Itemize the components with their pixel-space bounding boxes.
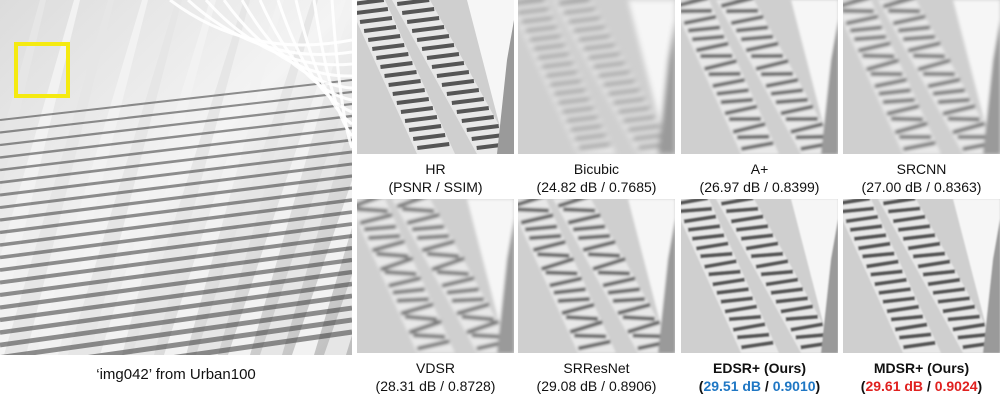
label-vdsr: VDSR (28.31 dB / 0.8728) [357, 359, 514, 395]
method-name: Bicubic [573, 161, 620, 177]
psnr-value: 29.51 dB [703, 378, 762, 394]
crop-bicubic [518, 0, 675, 154]
method-name: A+ [750, 161, 769, 177]
label-mdsr: MDSR+ (Ours) (29.61 dB / 0.9024) [843, 359, 1000, 395]
crop-vdsr [357, 199, 514, 353]
main-building-image [0, 0, 352, 355]
crop-srcnn [843, 0, 1000, 154]
metric-values: (29.51 dB / 0.9010) [698, 378, 821, 394]
main-image-caption: ‘img042’ from Urban100 [96, 366, 256, 383]
psnr-value: 29.61 dB [865, 378, 924, 394]
crop-edsr [681, 199, 838, 353]
label-bicubic: Bicubic (24.82 dB / 0.7685) [518, 160, 675, 196]
ssim-value: 0.9010 [772, 378, 816, 394]
method-name: HR [425, 161, 446, 177]
metric-values: (29.61 dB / 0.9024) [860, 378, 983, 394]
metric-legend: (PSNR / SSIM) [388, 179, 483, 195]
label-edsr: EDSR+ (Ours) (29.51 dB / 0.9010) [681, 359, 838, 395]
ssim-value: 0.9024 [934, 378, 978, 394]
metric-values: (24.82 dB / 0.7685) [536, 179, 657, 195]
method-name: MDSR+ (Ours) [873, 360, 970, 376]
metric-values: (27.00 dB / 0.8363) [861, 179, 982, 195]
zoom-region-box [14, 42, 70, 98]
label-srcnn: SRCNN (27.00 dB / 0.8363) [843, 160, 1000, 196]
method-name: VDSR [416, 360, 455, 376]
building-illustration [0, 0, 352, 355]
metric-values: (29.08 dB / 0.8906) [536, 378, 657, 394]
label-srresnet: SRResNet (29.08 dB / 0.8906) [518, 359, 675, 395]
crop-aplus [681, 0, 838, 154]
metric-values: (26.97 dB / 0.8399) [699, 179, 820, 195]
crop-hr [357, 0, 514, 154]
method-name: SRCNN [896, 161, 947, 177]
label-aplus: A+ (26.97 dB / 0.8399) [681, 160, 838, 196]
crop-mdsr [843, 199, 1000, 353]
label-hr: HR (PSNR / SSIM) [357, 160, 514, 196]
method-name: EDSR+ (Ours) [713, 360, 806, 376]
method-name: SRResNet [563, 360, 630, 376]
metric-values: (28.31 dB / 0.8728) [375, 378, 496, 394]
crop-srresnet [518, 199, 675, 353]
